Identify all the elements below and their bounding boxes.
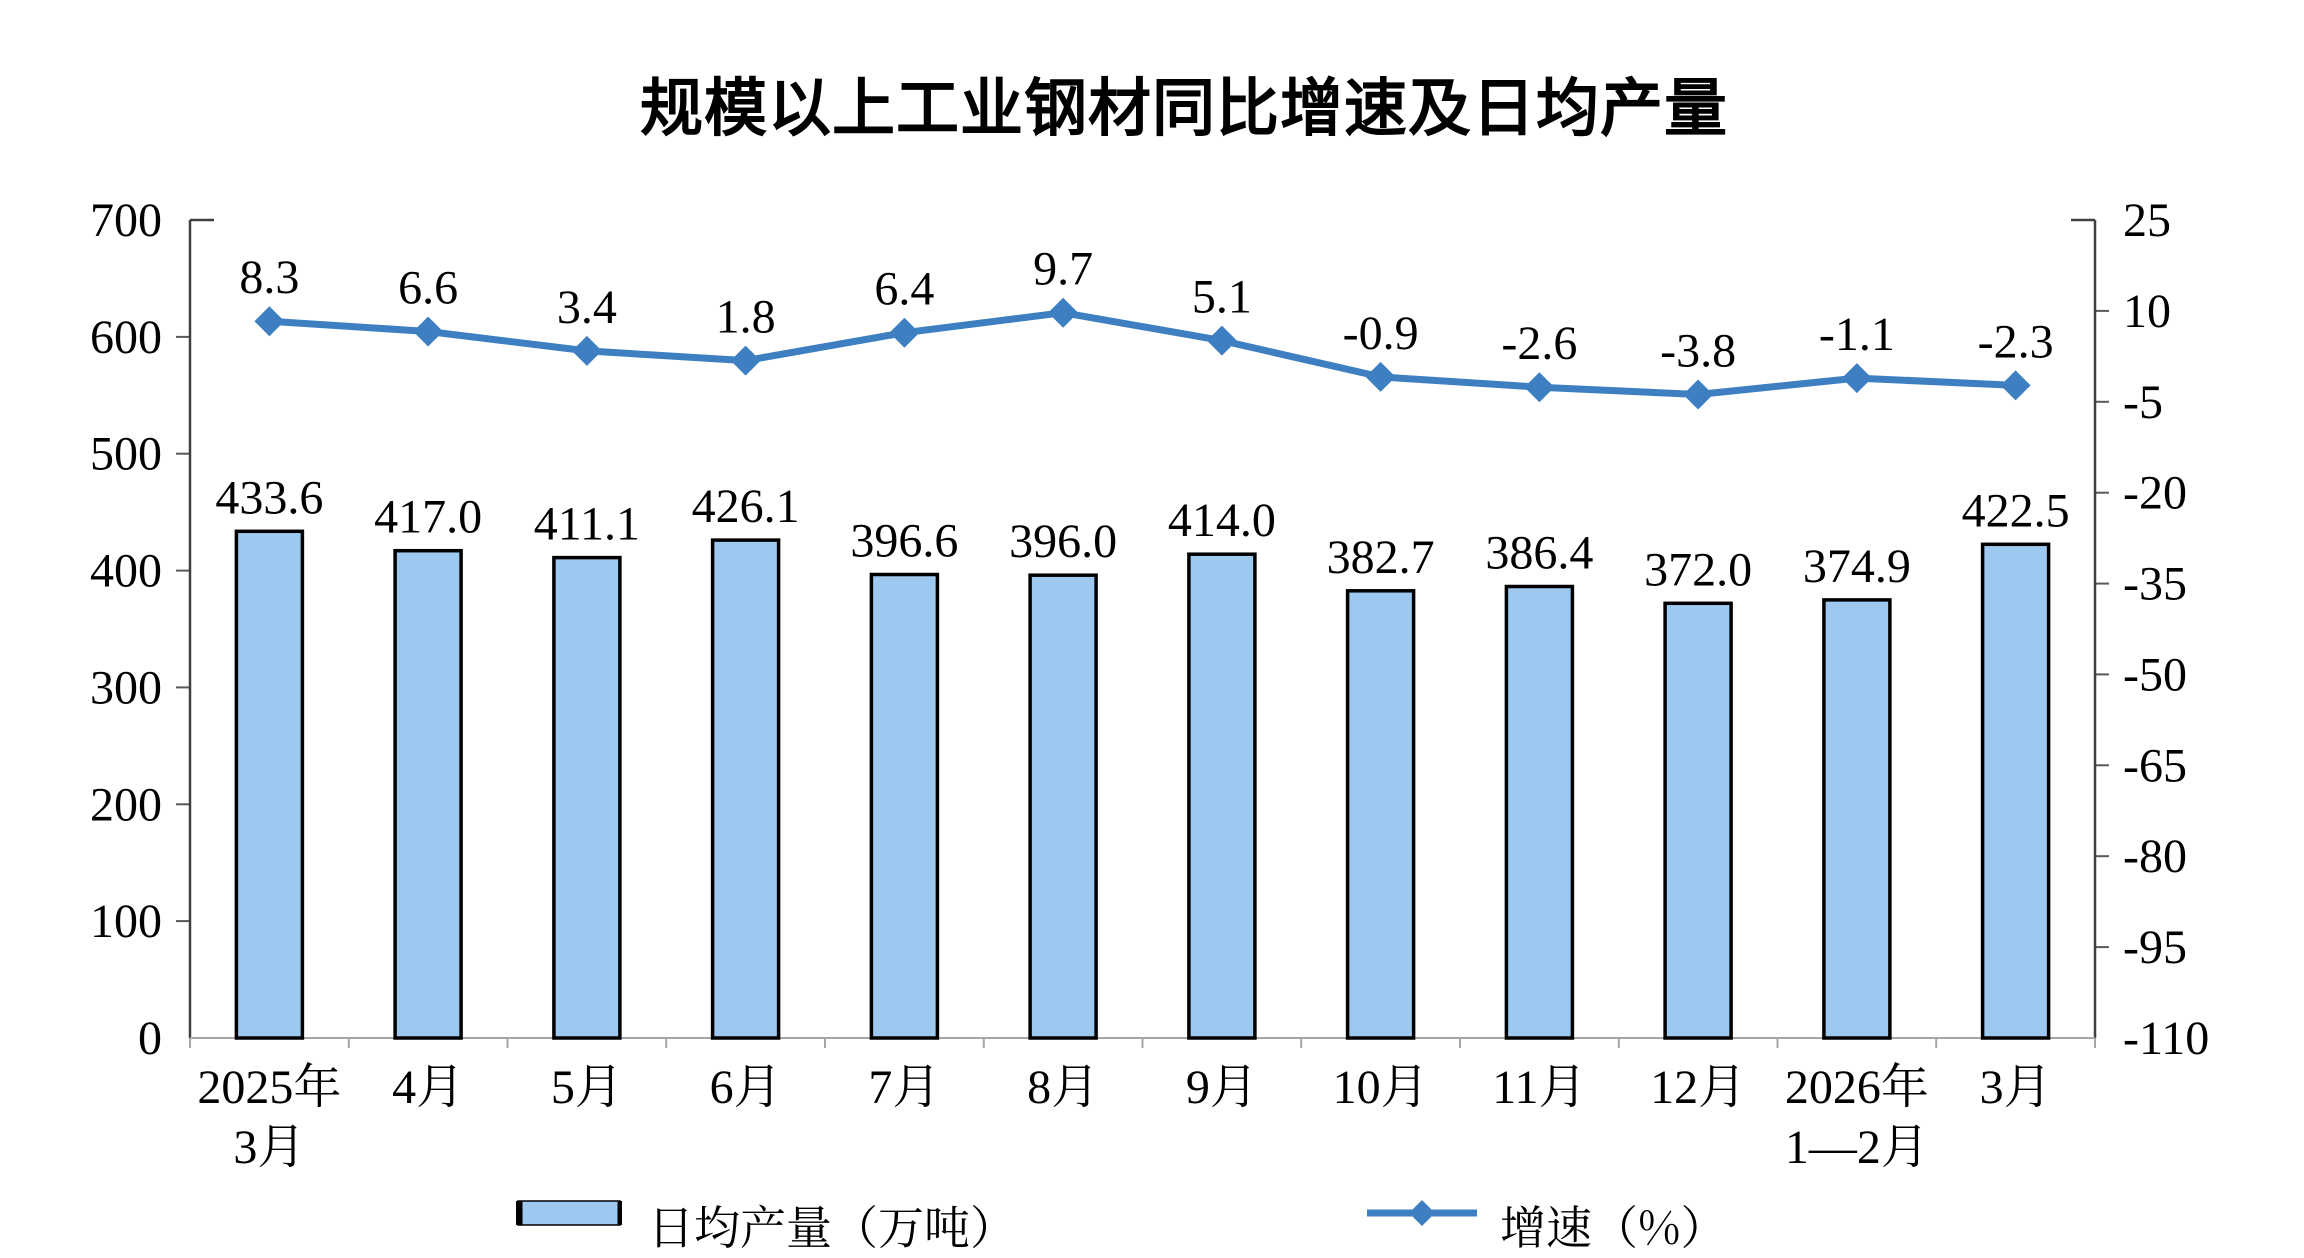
svg-text:417.0: 417.0 [374, 491, 482, 544]
svg-text:414.0: 414.0 [1168, 494, 1276, 547]
svg-text:5.1: 5.1 [1192, 271, 1252, 324]
svg-text:-20: -20 [2123, 467, 2187, 520]
svg-text:6.6: 6.6 [398, 262, 458, 315]
svg-text:-0.9: -0.9 [1343, 307, 1419, 360]
svg-text:426.1: 426.1 [692, 480, 800, 533]
svg-text:1.8: 1.8 [716, 291, 776, 344]
svg-text:-3.8: -3.8 [1660, 325, 1736, 378]
svg-text:-65: -65 [2123, 739, 2187, 792]
svg-text:3.4: 3.4 [557, 281, 617, 334]
svg-text:600: 600 [90, 311, 162, 364]
svg-text:3月: 3月 [1980, 1061, 2052, 1114]
svg-text:-1.1: -1.1 [1819, 308, 1895, 361]
svg-text:-2.3: -2.3 [1978, 315, 2054, 368]
svg-text:411.1: 411.1 [534, 498, 640, 551]
svg-text:2026年: 2026年 [1785, 1061, 1929, 1114]
svg-text:-110: -110 [2123, 1012, 2209, 1065]
svg-text:-95: -95 [2123, 921, 2187, 974]
svg-text:8月: 8月 [1027, 1061, 1099, 1114]
svg-text:382.7: 382.7 [1327, 531, 1435, 584]
svg-text:400: 400 [90, 545, 162, 598]
svg-text:100: 100 [90, 895, 162, 948]
svg-text:700: 700 [90, 194, 162, 247]
svg-text:422.5: 422.5 [1962, 484, 2070, 537]
svg-text:-5: -5 [2123, 376, 2163, 429]
svg-text:0: 0 [138, 1012, 162, 1065]
svg-text:396.6: 396.6 [850, 515, 958, 568]
svg-text:-50: -50 [2123, 648, 2187, 701]
svg-text:-80: -80 [2123, 830, 2187, 883]
svg-text:4月: 4月 [392, 1061, 464, 1114]
svg-text:9月: 9月 [1186, 1061, 1258, 1114]
svg-text:9.7: 9.7 [1033, 243, 1093, 296]
svg-text:372.0: 372.0 [1644, 543, 1752, 596]
svg-text:12月: 12月 [1650, 1061, 1746, 1114]
svg-text:6月: 6月 [710, 1061, 782, 1114]
svg-text:374.9: 374.9 [1803, 540, 1911, 593]
svg-text:10: 10 [2123, 285, 2171, 338]
svg-text:200: 200 [90, 778, 162, 831]
svg-text:10月: 10月 [1333, 1061, 1429, 1114]
svg-text:5月: 5月 [551, 1061, 623, 1114]
svg-text:11月: 11月 [1492, 1061, 1586, 1114]
svg-text:-35: -35 [2123, 558, 2187, 611]
svg-text:25: 25 [2123, 194, 2171, 247]
svg-text:386.4: 386.4 [1485, 527, 1593, 580]
svg-text:433.6: 433.6 [215, 471, 323, 524]
svg-text:500: 500 [90, 428, 162, 481]
svg-text:-2.6: -2.6 [1501, 317, 1577, 370]
svg-text:300: 300 [90, 661, 162, 714]
svg-text:6.4: 6.4 [874, 263, 934, 316]
svg-text:8.3: 8.3 [239, 251, 299, 304]
svg-text:2025年: 2025年 [197, 1061, 341, 1114]
svg-text:396.0: 396.0 [1009, 515, 1117, 568]
svg-text:7月: 7月 [868, 1061, 940, 1114]
